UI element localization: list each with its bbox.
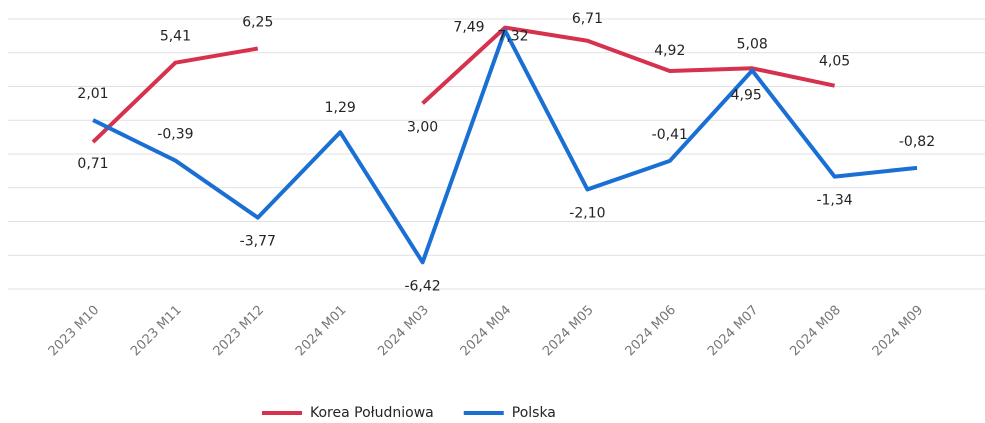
data-label: 5,41 <box>160 29 191 45</box>
data-label: -0,39 <box>157 127 193 143</box>
data-label: -1,34 <box>816 193 852 209</box>
data-label: 5,08 <box>737 36 768 52</box>
line-series <box>92 28 918 265</box>
data-label: 7,32 <box>497 28 528 44</box>
data-label: 1,29 <box>325 100 356 116</box>
line-series <box>421 25 836 105</box>
legend-label: Korea Południowa <box>310 405 434 421</box>
x-tick-label: 2023 M10 <box>46 303 103 360</box>
legend-label: Polska <box>512 405 556 421</box>
line-series <box>91 46 259 144</box>
data-label: 4,05 <box>819 54 850 70</box>
x-tick-label: 2024 M05 <box>540 303 597 360</box>
x-tick-label: 2024 M06 <box>623 303 680 360</box>
x-tick-label: 2024 M08 <box>787 303 844 360</box>
data-label: 0,71 <box>77 156 108 172</box>
data-label: -0,41 <box>652 127 688 143</box>
data-label: 4,92 <box>654 43 685 59</box>
data-label: -2,10 <box>569 205 605 221</box>
data-label: 6,71 <box>572 11 603 27</box>
x-tick-label: 2024 M04 <box>458 303 515 360</box>
data-label: 4,95 <box>731 87 762 103</box>
x-tick-label: 2024 M07 <box>705 303 762 360</box>
data-label: 3,00 <box>407 119 438 135</box>
x-tick-label: 2023 M12 <box>211 303 268 360</box>
x-tick-label: 2024 M01 <box>293 303 350 360</box>
x-tick-label: 2023 M11 <box>128 303 185 360</box>
data-label: 7,49 <box>453 20 484 36</box>
data-label: -6,42 <box>404 278 440 294</box>
x-tick-label: 2024 M03 <box>375 303 432 360</box>
data-label: 2,01 <box>77 86 108 102</box>
x-tick-label: 2024 M09 <box>870 303 927 360</box>
data-label: 6,25 <box>242 15 273 31</box>
data-label: -3,77 <box>240 234 276 250</box>
data-label: -0,82 <box>899 134 935 150</box>
